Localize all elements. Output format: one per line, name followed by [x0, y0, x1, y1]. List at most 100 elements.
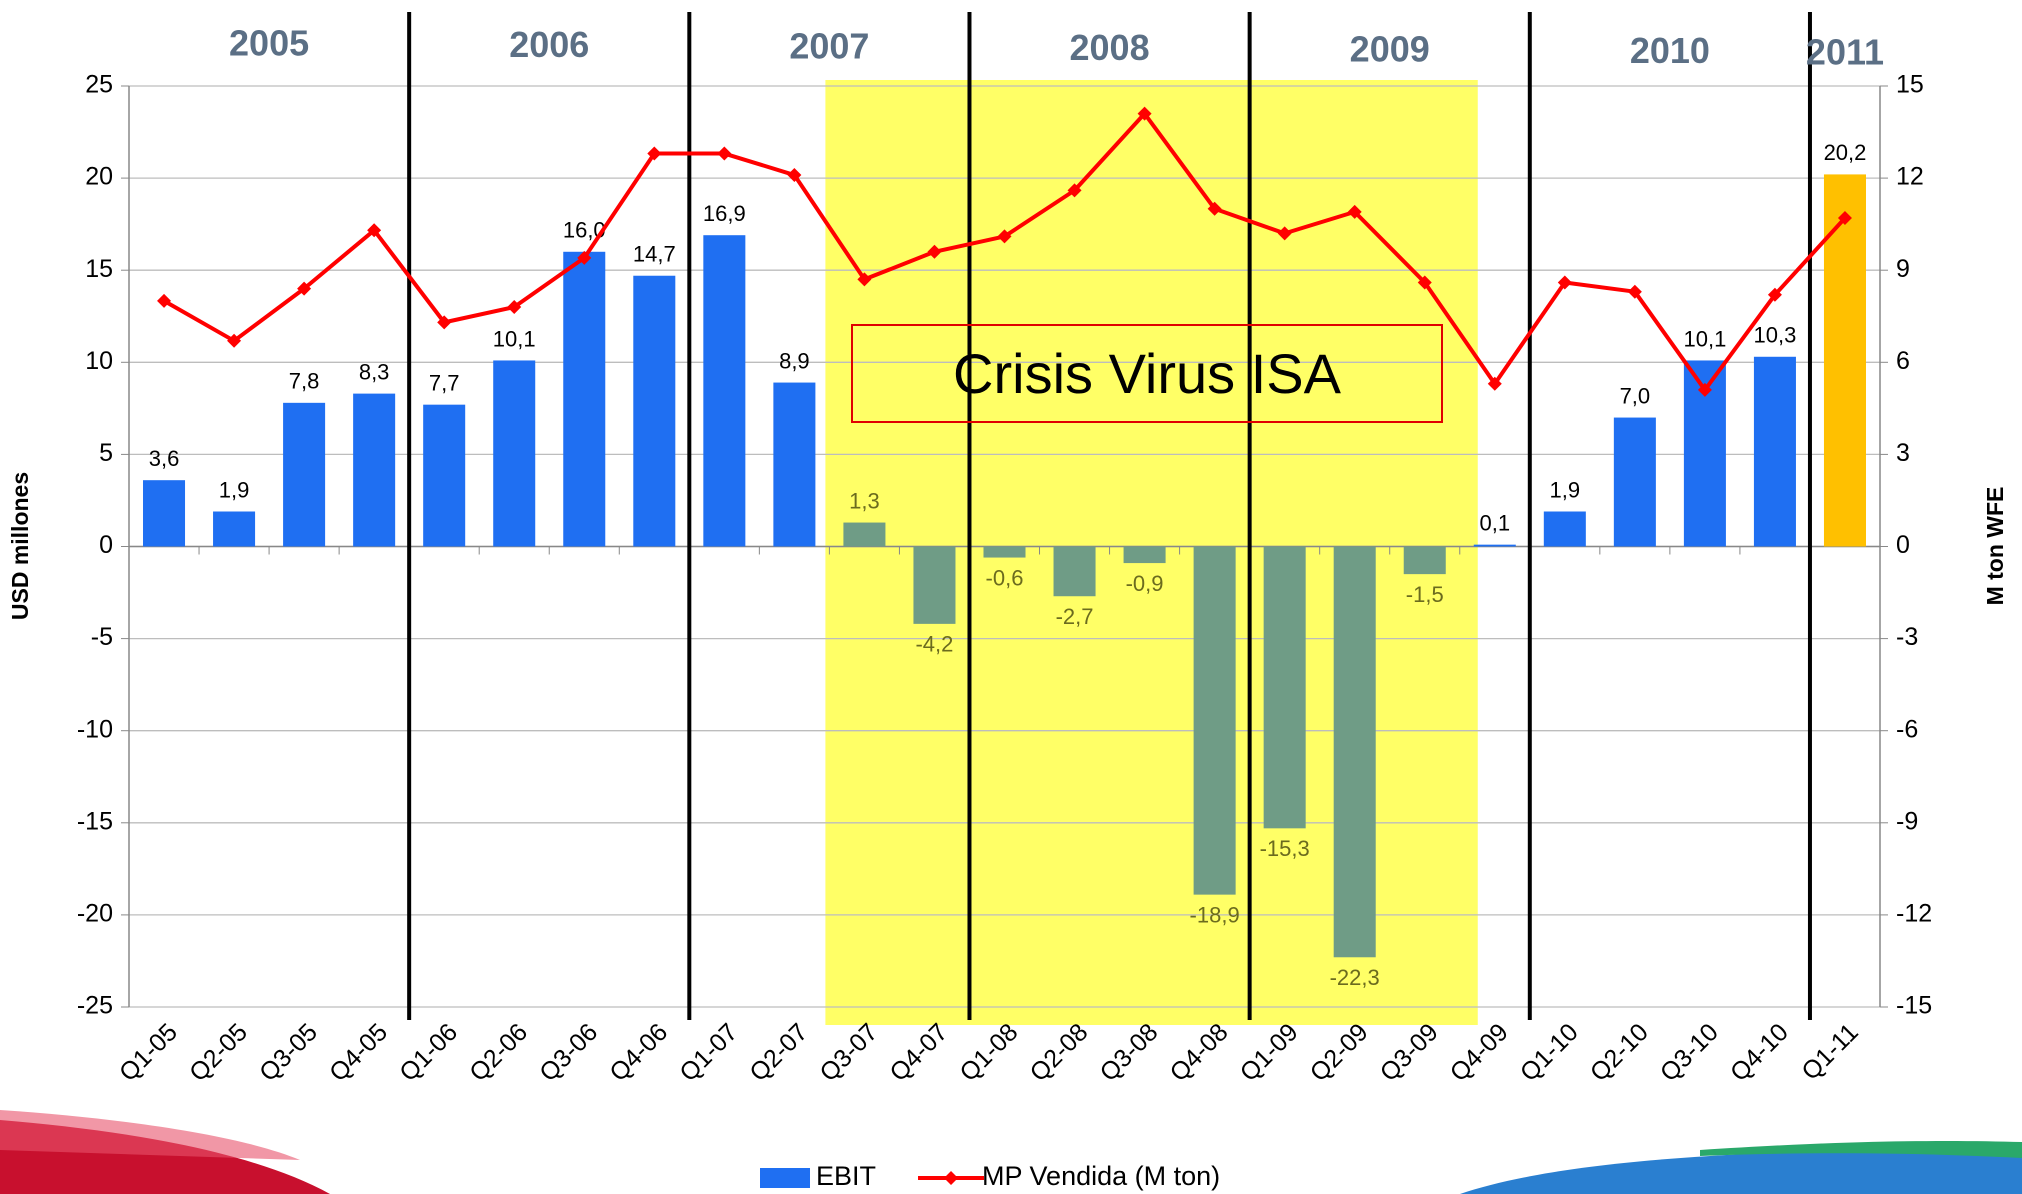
line-marker: [507, 300, 522, 315]
bar: [983, 546, 1026, 558]
x-tick-label: Q2-05: [184, 1018, 253, 1087]
y-tick-label: 5: [99, 439, 113, 467]
x-tick-label: Q1-06: [394, 1018, 463, 1087]
bar: [283, 402, 326, 547]
x-tick-label: Q4-09: [1445, 1018, 1514, 1087]
y2-tick-label: -15: [1896, 992, 1932, 1020]
bar: [773, 382, 816, 547]
x-tick-label: Q1-07: [674, 1018, 743, 1087]
value-label: 14,7: [633, 242, 676, 267]
x-tick-label: Q3-06: [534, 1018, 603, 1087]
value-label: 20,2: [1824, 140, 1867, 165]
y2-tick-label: -3: [1896, 623, 1918, 651]
bar: [913, 546, 956, 624]
value-label: 1,9: [219, 477, 250, 502]
period-label: 2008: [1070, 27, 1150, 68]
bar: [1823, 174, 1866, 547]
y-axis-label: USD millones: [7, 472, 33, 620]
line-marker: [1067, 183, 1082, 198]
value-label: 8,9: [779, 348, 810, 373]
x-tick-label: Q1-11: [1796, 1018, 1864, 1086]
line-marker: [647, 146, 662, 161]
y2-tick-label: 15: [1896, 71, 1924, 99]
x-tick-label: Q1-10: [1515, 1018, 1584, 1087]
x-tick-label: Q2-10: [1585, 1018, 1654, 1087]
legend-swatch: [760, 1168, 810, 1188]
value-label: 1,9: [1550, 477, 1581, 502]
legend-label: MP Vendida (M ton): [982, 1161, 1220, 1191]
value-label: -1,5: [1406, 582, 1444, 607]
line-marker: [227, 333, 242, 348]
line-marker: [1837, 211, 1852, 226]
value-label: -18,9: [1190, 902, 1240, 927]
x-tick-label: Q1-05: [114, 1018, 183, 1087]
period-label: 2010: [1630, 30, 1710, 71]
line-marker: [997, 229, 1012, 244]
line-marker: [1347, 204, 1362, 219]
line-marker: [1697, 382, 1712, 397]
y-tick-label: 15: [85, 255, 113, 283]
decor-red-light: [0, 1110, 300, 1160]
y-tick-label: 25: [85, 71, 113, 99]
bar: [1193, 546, 1236, 895]
legend-label: EBIT: [816, 1161, 876, 1191]
bar: [493, 360, 536, 547]
line-marker: [1767, 287, 1782, 302]
y-tick-label: -25: [77, 992, 113, 1020]
annotation-box: [851, 324, 1443, 423]
value-label: 10,3: [1754, 323, 1797, 348]
line-marker: [857, 272, 872, 287]
decor-green: [1700, 1140, 2022, 1158]
bar: [143, 480, 186, 547]
x-tick-label: Q3-07: [814, 1018, 883, 1087]
value-label: -4,2: [915, 632, 953, 657]
y2-tick-label: 6: [1896, 347, 1910, 375]
value-label: 10,1: [1683, 326, 1726, 351]
bar: [1473, 544, 1516, 547]
line-marker: [1277, 226, 1292, 241]
y-tick-label: -20: [77, 900, 113, 928]
bar: [843, 522, 886, 547]
bar: [423, 404, 466, 547]
line-marker: [1417, 275, 1432, 290]
line-marker: [927, 244, 942, 259]
x-tick-label: Q2-09: [1305, 1018, 1374, 1087]
value-label: 7,7: [429, 370, 460, 395]
line-marker: [297, 281, 312, 296]
x-tick-label: Q4-06: [604, 1018, 673, 1087]
legend-marker: [944, 1171, 959, 1185]
period-label: 2006: [509, 24, 589, 65]
y2-tick-label: 12: [1896, 163, 1924, 191]
x-tick-label: Q3-10: [1655, 1018, 1724, 1087]
period-label: 2011: [1806, 32, 1884, 73]
value-label: 7,8: [289, 369, 320, 394]
value-label: 10,1: [493, 326, 536, 351]
period-label: 2005: [229, 23, 309, 64]
y2-tick-label: 3: [1896, 439, 1910, 467]
line-marker: [157, 293, 172, 308]
bar: [1403, 546, 1446, 575]
y-tick-label: 20: [85, 163, 113, 191]
y-tick-label: -10: [77, 715, 113, 743]
bar: [1263, 546, 1306, 829]
bar: [353, 393, 396, 547]
bar: [1753, 356, 1796, 547]
x-tick-label: Q4-08: [1165, 1018, 1234, 1087]
value-label: -2,7: [1056, 604, 1094, 629]
value-label: -15,3: [1260, 836, 1310, 861]
value-label: 1,3: [849, 488, 880, 513]
line-marker: [1137, 106, 1152, 121]
bar: [1613, 417, 1656, 547]
x-tick-label: Q3-08: [1095, 1018, 1164, 1087]
bar: [1123, 546, 1166, 564]
y2-tick-label: 0: [1896, 531, 1910, 559]
y-tick-label: 10: [85, 347, 113, 375]
bar: [1053, 546, 1096, 597]
bar: [703, 235, 746, 547]
x-tick-label: Q1-09: [1235, 1018, 1304, 1087]
y-tick-label: -15: [77, 807, 113, 835]
period-label: 2007: [789, 26, 869, 67]
x-tick-label: Q4-05: [324, 1018, 393, 1087]
